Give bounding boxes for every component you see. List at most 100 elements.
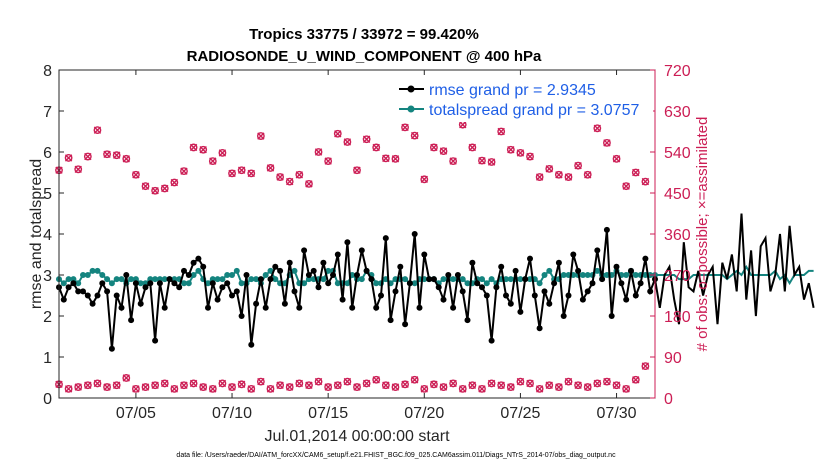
obs-count-low-possible	[612, 381, 621, 390]
totalspread-point	[185, 280, 192, 287]
obs-count-high-possible	[266, 164, 275, 172]
obs-count-high-possible	[305, 179, 313, 188]
totalspread-point	[320, 276, 327, 283]
rmse-point	[469, 259, 476, 266]
obs-count-high-assimilated	[603, 139, 611, 147]
totalspread-point	[483, 280, 490, 287]
totalspread-point	[233, 267, 240, 274]
obs-count-low-assimilated	[103, 383, 111, 391]
rmse-point	[94, 292, 101, 299]
totalspread-point	[137, 280, 144, 287]
rmse-point	[483, 292, 490, 299]
obs-count-high-assimilated	[334, 130, 342, 138]
obs-count-high-possible	[449, 157, 458, 166]
rmse-point	[570, 251, 577, 258]
obs-count-low-possible	[324, 383, 333, 391]
obs-count-low-assimilated	[516, 377, 525, 386]
obs-count-high-possible	[622, 182, 631, 191]
rmse-point	[402, 321, 409, 328]
rmse-point	[176, 284, 183, 291]
obs-count-high-possible	[83, 152, 92, 161]
obs-count-low-assimilated	[468, 381, 477, 389]
y-tick-label: 1	[43, 350, 52, 367]
y-tick-label: 0	[43, 391, 52, 408]
obs-count-high-assimilated	[151, 187, 159, 195]
obs-count-low-assimilated	[410, 376, 419, 384]
totalspread-point	[291, 267, 298, 274]
obs-count-high-possible	[247, 169, 256, 178]
obs-count-high-possible	[381, 154, 390, 163]
rmse-point	[152, 337, 159, 344]
rmse-point	[253, 300, 260, 307]
obs-count-low-possible	[516, 377, 525, 386]
obs-count-high-possible	[285, 177, 294, 186]
obs-count-high-possible	[256, 132, 265, 140]
rmse-point	[233, 288, 240, 295]
obs-count-high-possible	[593, 124, 602, 133]
obs-count-high-assimilated	[103, 150, 111, 158]
y-tick-label: 3	[43, 268, 52, 285]
obs-count-high-assimilated	[574, 161, 582, 170]
obs-count-high-possible	[430, 143, 438, 152]
obs-count-high-possible	[353, 166, 361, 175]
obs-count-high-possible	[295, 170, 304, 179]
obs-count-high-possible	[603, 138, 611, 147]
y2-tick-label: 630	[664, 104, 691, 121]
obs-count-low-assimilated	[632, 376, 640, 384]
totalspread-point	[560, 272, 567, 278]
obs-count-high-possible	[276, 173, 284, 181]
y-tick-label: 5	[43, 186, 52, 203]
rmse-point	[214, 296, 221, 303]
obs-count-low-possible	[160, 379, 169, 388]
obs-count-high-assimilated	[343, 138, 352, 146]
obs-count-high-assimilated	[247, 169, 255, 178]
obs-count-high-assimilated	[564, 173, 573, 181]
obs-count-high-possible	[487, 158, 496, 166]
obs-count-low-assimilated	[439, 383, 448, 391]
obs-count-low-possible	[410, 375, 419, 384]
obs-count-low-possible	[247, 384, 256, 393]
obs-count-low-possible	[285, 383, 294, 391]
y2-tick-label: 180	[664, 309, 691, 326]
totalspread-point	[623, 272, 630, 278]
obs-count-low-assimilated	[564, 377, 573, 386]
x-tick-label: 07/20	[404, 405, 444, 422]
obs-count-low-assimilated	[420, 385, 428, 393]
obs-count-high-assimilated	[555, 171, 563, 179]
obs-count-low-possible	[381, 381, 390, 390]
rmse-point	[603, 226, 610, 233]
totalspread-point	[181, 280, 187, 287]
obs-count-low-assimilated	[343, 377, 352, 386]
obs-count-high-assimilated	[180, 167, 188, 175]
rmse-point	[503, 292, 509, 299]
obs-count-low-possible	[353, 383, 361, 391]
rmse-point	[618, 280, 625, 287]
obs-count-low-assimilated	[641, 362, 650, 370]
obs-count-low-assimilated	[247, 385, 255, 393]
obs-count-low-possible	[574, 381, 582, 390]
obs-count-high-possible	[237, 166, 246, 175]
totalspread-point	[488, 276, 495, 283]
obs-count-high-assimilated	[487, 158, 496, 166]
obs-count-low-possible	[180, 381, 188, 390]
totalspread-point	[132, 276, 139, 283]
obs-count-low-possible	[468, 381, 477, 390]
rmse-point	[608, 313, 615, 319]
rmse-point	[560, 313, 567, 319]
rmse-point	[65, 284, 72, 291]
x-tick-label: 07/10	[212, 405, 252, 422]
obs-count-high-assimilated	[410, 131, 419, 140]
obs-count-high-assimilated	[507, 146, 515, 154]
rmse-point	[104, 288, 111, 295]
rmse-point	[301, 247, 308, 254]
x-tick-label: 07/15	[308, 405, 348, 422]
rmse-point	[647, 288, 654, 295]
obs-count-low-assimilated	[382, 381, 390, 389]
rmse-point	[642, 255, 649, 262]
rmse-point	[113, 292, 120, 299]
obs-count-high-possible	[410, 131, 419, 140]
rmse-point	[632, 292, 639, 299]
totalspread-point	[579, 272, 586, 278]
obs-count-low-possible	[314, 377, 323, 386]
obs-count-high-assimilated	[122, 155, 130, 163]
